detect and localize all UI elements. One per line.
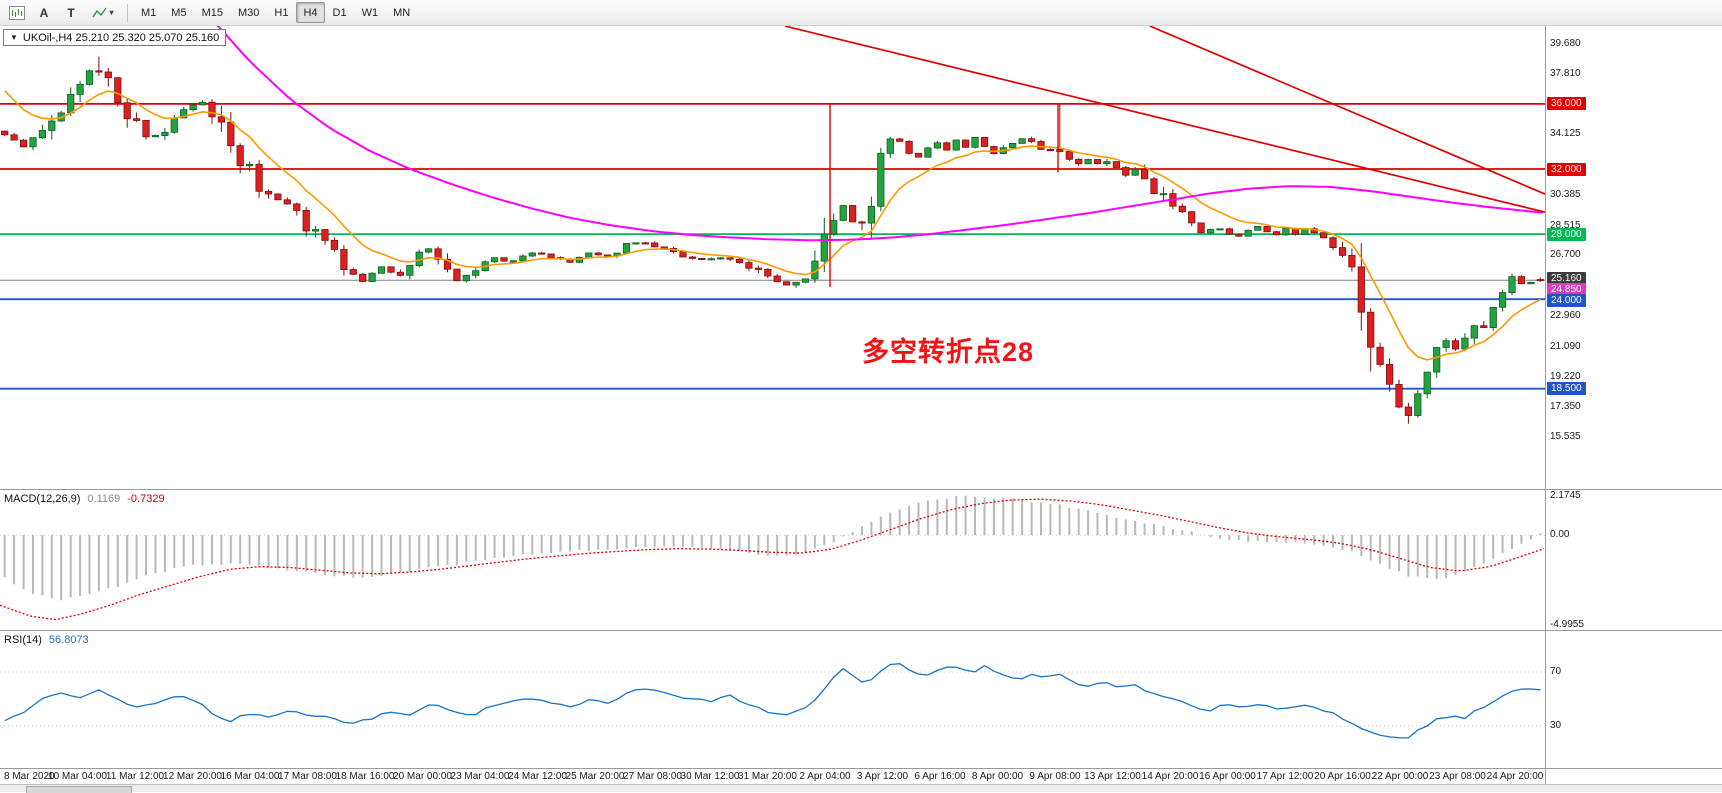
time-axis-label: 10 Mar 04:00 [48, 771, 107, 782]
time-axis-label: 23 Mar 04:00 [450, 771, 510, 782]
timeframe-button-m5[interactable]: M5 [171, 6, 187, 19]
time-axis-label: 13 Apr 12:00 [1084, 771, 1141, 782]
price-axis-label: 39.680 [1550, 38, 1581, 49]
time-axis-label: 30 Mar 12:00 [680, 771, 740, 782]
price-axis-label: 34.125 [1550, 128, 1581, 140]
macd-plot[interactable] [0, 491, 1545, 630]
annotate-a-icon[interactable]: A [39, 5, 49, 20]
time-axis-label: 17 Mar 08:00 [278, 771, 337, 782]
rsi-value: 56.8073 [48, 634, 89, 646]
price-axis-flag-36.000: 36.000 [1547, 97, 1586, 111]
text-tool-icon[interactable]: T [67, 5, 75, 20]
time-axis-label: 9 Apr 08:00 [1029, 771, 1081, 782]
rsi-plot[interactable] [0, 632, 1545, 768]
price-axis-flag-24.000: 24.000 [1547, 293, 1586, 307]
price-axis-label: 17.350 [1550, 401, 1581, 413]
time-axis-label: 8 Apr 00:00 [971, 771, 1024, 782]
timeframe-button-d1[interactable]: D1 [332, 6, 347, 19]
price-axis-flag-28.000: 28.000 [1547, 227, 1586, 241]
price-axis-label: 28.515 [1550, 219, 1581, 231]
price-axis-label: 19.220 [1550, 371, 1581, 382]
time-axis[interactable]: 8 Mar 2020 10 Mar 04:00 11 Mar 12:00 12 Mar… [0, 769, 1722, 784]
time-axis-label: 14 Apr 20:00 [1141, 771, 1199, 782]
rsi-axis-label: 30 [1550, 720, 1562, 731]
timeframe-button-m15[interactable]: M15 [201, 6, 223, 19]
macd-name: MACD(12,26,9) [4, 493, 81, 505]
time-axis-label: 23 Apr 08:00 [1429, 771, 1486, 782]
price-axis-label: 15.535 [1550, 430, 1581, 442]
time-axis-label: 25 Mar 20:00 [565, 771, 625, 782]
time-axis-label: 17 Apr 12:00 [1256, 771, 1314, 782]
chart-title-chip: ▼ UKOil-,H4 25.210 25.320 25.070 25.160 [3, 29, 227, 46]
macd-main-value: 0.1169 [87, 493, 121, 505]
timeframe-button-h4[interactable]: H4 [296, 2, 325, 23]
indicators-icon[interactable]: ▾ [85, 2, 121, 24]
time-axis-label: 20 Apr 16:00 [1314, 771, 1371, 782]
time-axis-label: 3 Apr 12:00 [856, 771, 909, 782]
timeframe-button-m30[interactable]: M30 [237, 6, 260, 19]
time-axis-label: 12 Mar 20:00 [163, 771, 222, 782]
toolbar: A T ▾ M1 M5 M15 M30 H1 H4 D1 W1 MN [0, 0, 1722, 26]
bottom-tab-bar [0, 784, 1722, 793]
timeframe-group: M1 M5 M15 M30 H1 H4 D1 W1 MN [134, 2, 417, 23]
time-axis-label: 31 Mar 20:00 [738, 771, 797, 782]
price-axis-label: 37.810 [1550, 68, 1581, 80]
price-axis-flag-32.000: 32.000 [1547, 162, 1586, 176]
bar-chart-glyph [9, 5, 25, 20]
price-axis-flag-25.160: 25.160 [1547, 271, 1586, 285]
macd-axis-label: -4.9955 [1550, 619, 1584, 630]
price-axis-label: 30.385 [1550, 189, 1581, 201]
timeframe-button-mn[interactable]: MN [393, 6, 411, 19]
timeframe-button-m1[interactable]: M1 [141, 6, 157, 19]
panel-separator-macd[interactable] [0, 489, 1722, 490]
time-axis-label: 8 Mar 2020 [4, 771, 55, 782]
price-axis[interactable]: 39.680 37.810 34.125 30.385 28.515 26.700 22.9… [1546, 26, 1722, 784]
main-chart-plot[interactable] [0, 26, 1545, 489]
price-axis-flag-24.850: 24.850 [1547, 282, 1586, 296]
macd-axis-label: 2.1745 [1550, 490, 1581, 501]
time-axis-label: 22 Apr 00:00 [1371, 771, 1429, 782]
time-axis-label: 24 Mar 12:00 [508, 771, 567, 782]
time-axis-label: 16 Apr 00:00 [1199, 771, 1256, 782]
price-axis-flag-18.500: 18.500 [1547, 382, 1586, 396]
macd-signal-value: -0.7329 [127, 493, 165, 505]
price-axis-label: 26.700 [1550, 249, 1581, 261]
macd-label: MACD(12,26,9) 0.1169 -0.7329 [4, 493, 165, 505]
time-axis-label: 6 Apr 16:00 [914, 771, 966, 782]
time-axis-label: 24 Apr 20:00 [1486, 771, 1544, 782]
time-axis-label: 20 Mar 00:00 [393, 771, 452, 782]
toolbar-separator [127, 3, 128, 22]
chart-annotation: 多空转折点28 [862, 337, 1035, 367]
rsi-label: RSI(14) 56.8073 [4, 634, 89, 646]
chart-dropdown-caret[interactable]: ▼ [10, 33, 18, 42]
time-axis-separator [0, 768, 1722, 769]
price-axis-line [1545, 26, 1546, 784]
time-axis-label: 27 Mar 08:00 [623, 771, 682, 782]
rsi-axis-label: 70 [1550, 666, 1562, 677]
time-axis-label: 11 Mar 12:00 [105, 771, 165, 782]
rsi-name: RSI(14) [4, 634, 42, 646]
timeframe-button-w1[interactable]: W1 [361, 6, 379, 19]
panel-separator-rsi[interactable] [0, 630, 1722, 631]
time-axis-label: 16 Mar 04:00 [220, 771, 280, 782]
indicators-dropdown-caret[interactable]: ▾ [109, 8, 114, 17]
macd-axis-label: 0.00 [1550, 529, 1570, 541]
indicator-zigzag-glyph [92, 7, 108, 17]
timeframe-button-h1[interactable]: H1 [274, 6, 289, 19]
price-axis-label: 21.090 [1550, 340, 1581, 352]
chart-title: UKOil-,H4 25.210 25.320 25.070 25.160 [22, 31, 220, 44]
chart-window-tab[interactable] [26, 786, 132, 793]
price-axis-label: 22.960 [1550, 310, 1581, 322]
bar-chart-icon[interactable] [4, 2, 30, 24]
time-axis-label: 18 Mar 16:00 [335, 771, 395, 782]
time-axis-label: 2 Apr 04:00 [799, 771, 851, 782]
